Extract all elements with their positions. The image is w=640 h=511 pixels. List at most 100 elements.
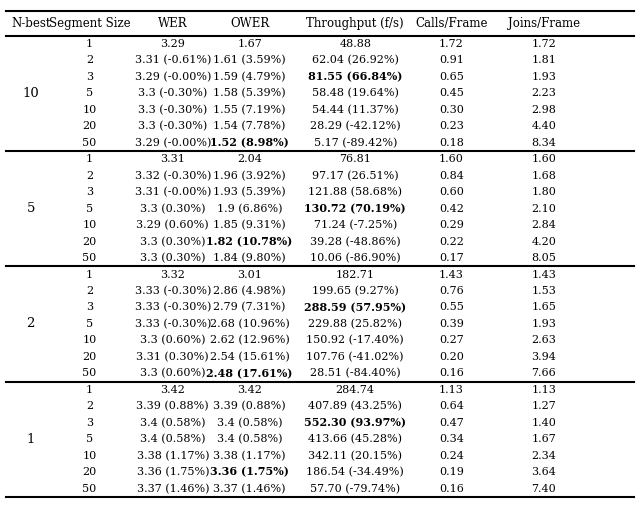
Text: 552.30 (93.97%): 552.30 (93.97%): [304, 417, 406, 428]
Text: 1.60: 1.60: [532, 154, 556, 164]
Text: 2: 2: [86, 56, 93, 65]
Text: 10: 10: [83, 335, 97, 345]
Text: 2.04: 2.04: [237, 154, 262, 164]
Text: 2.86 (4.98%): 2.86 (4.98%): [213, 286, 286, 296]
Text: 0.22: 0.22: [439, 237, 463, 247]
Text: N-best: N-best: [11, 17, 51, 30]
Text: 1.55 (7.19%): 1.55 (7.19%): [213, 105, 286, 115]
Text: 1.9 (6.86%): 1.9 (6.86%): [217, 203, 282, 214]
Text: 1.93: 1.93: [532, 319, 556, 329]
Text: 2: 2: [86, 286, 93, 296]
Text: 3.32: 3.32: [161, 269, 185, 280]
Text: 3.3 (0.30%): 3.3 (0.30%): [140, 203, 205, 214]
Text: 2.23: 2.23: [532, 88, 556, 99]
Text: 62.04 (26.92%): 62.04 (26.92%): [312, 55, 399, 65]
Text: 3.29: 3.29: [161, 39, 185, 49]
Text: 2.48 (17.61%): 2.48 (17.61%): [207, 368, 292, 379]
Text: 1.81: 1.81: [532, 56, 556, 65]
Text: 5: 5: [86, 434, 93, 444]
Text: 1.58 (5.39%): 1.58 (5.39%): [213, 88, 286, 99]
Text: 0.27: 0.27: [439, 335, 463, 345]
Text: 3.4 (0.58%): 3.4 (0.58%): [140, 434, 205, 445]
Text: 20: 20: [83, 467, 97, 477]
Text: 1.54 (7.78%): 1.54 (7.78%): [213, 121, 286, 131]
Text: Joins/Frame: Joins/Frame: [508, 17, 580, 30]
Text: 3.36 (1.75%): 3.36 (1.75%): [210, 467, 289, 478]
Text: 39.28 (-48.86%): 39.28 (-48.86%): [310, 237, 401, 247]
Text: 0.24: 0.24: [439, 451, 463, 461]
Text: 2.98: 2.98: [532, 105, 556, 115]
Text: 413.66 (45.28%): 413.66 (45.28%): [308, 434, 402, 445]
Text: Segment Size: Segment Size: [49, 17, 131, 30]
Text: 3.37 (1.46%): 3.37 (1.46%): [136, 483, 209, 494]
Text: 0.20: 0.20: [439, 352, 463, 362]
Text: 0.65: 0.65: [439, 72, 463, 82]
Text: 58.48 (19.64%): 58.48 (19.64%): [312, 88, 399, 99]
Text: 1: 1: [26, 433, 35, 446]
Text: 20: 20: [83, 237, 97, 247]
Text: 107.76 (-41.02%): 107.76 (-41.02%): [307, 352, 404, 362]
Text: 3.33 (-0.30%): 3.33 (-0.30%): [134, 303, 211, 313]
Text: 50: 50: [83, 138, 97, 148]
Text: 130.72 (70.19%): 130.72 (70.19%): [305, 203, 406, 214]
Text: 2: 2: [26, 317, 35, 331]
Text: 3.3 (-0.30%): 3.3 (-0.30%): [138, 105, 207, 115]
Text: 1.40: 1.40: [532, 418, 556, 428]
Text: WER: WER: [158, 17, 188, 30]
Text: 0.18: 0.18: [439, 138, 463, 148]
Text: 48.88: 48.88: [339, 39, 371, 49]
Text: 3: 3: [86, 418, 93, 428]
Text: 2.79 (7.31%): 2.79 (7.31%): [213, 303, 286, 313]
Text: 7.40: 7.40: [532, 483, 556, 494]
Text: 229.88 (25.82%): 229.88 (25.82%): [308, 319, 402, 329]
Text: 81.55 (66.84%): 81.55 (66.84%): [308, 72, 403, 82]
Text: 2.34: 2.34: [532, 451, 556, 461]
Text: 0.91: 0.91: [439, 56, 463, 65]
Text: 3.3 (-0.30%): 3.3 (-0.30%): [138, 121, 207, 131]
Text: 0.23: 0.23: [439, 121, 463, 131]
Text: 97.17 (26.51%): 97.17 (26.51%): [312, 171, 399, 181]
Text: 0.64: 0.64: [439, 401, 463, 411]
Text: 3.29 (0.60%): 3.29 (0.60%): [136, 220, 209, 230]
Text: 0.34: 0.34: [439, 434, 463, 444]
Text: 28.29 (-42.12%): 28.29 (-42.12%): [310, 121, 401, 131]
Text: 182.71: 182.71: [336, 269, 374, 280]
Text: 1.93: 1.93: [532, 72, 556, 82]
Text: 10: 10: [83, 105, 97, 115]
Text: 1.60: 1.60: [439, 154, 463, 164]
Text: 5: 5: [86, 319, 93, 329]
Text: 2.54 (15.61%): 2.54 (15.61%): [210, 352, 289, 362]
Text: 3.42: 3.42: [161, 385, 185, 395]
Text: 3.39 (0.88%): 3.39 (0.88%): [136, 401, 209, 411]
Text: 150.92 (-17.40%): 150.92 (-17.40%): [307, 335, 404, 345]
Text: Throughput (f/s): Throughput (f/s): [307, 17, 404, 30]
Text: 2.62 (12.96%): 2.62 (12.96%): [210, 335, 289, 345]
Text: 1.52 (8.98%): 1.52 (8.98%): [210, 137, 289, 148]
Text: 0.39: 0.39: [439, 319, 463, 329]
Text: 3.31 (0.30%): 3.31 (0.30%): [136, 352, 209, 362]
Text: 1.43: 1.43: [532, 269, 556, 280]
Text: 2.68 (10.96%): 2.68 (10.96%): [210, 319, 289, 329]
Text: 3.31 (-0.61%): 3.31 (-0.61%): [134, 55, 211, 65]
Text: 407.89 (43.25%): 407.89 (43.25%): [308, 401, 402, 411]
Text: 0.19: 0.19: [439, 467, 463, 477]
Text: 50: 50: [83, 368, 97, 378]
Text: 2: 2: [86, 401, 93, 411]
Text: 2.10: 2.10: [532, 204, 556, 214]
Text: 3.33 (-0.30%): 3.33 (-0.30%): [134, 319, 211, 329]
Text: 5: 5: [86, 88, 93, 99]
Text: 3.31 (-0.00%): 3.31 (-0.00%): [134, 187, 211, 197]
Text: 186.54 (-34.49%): 186.54 (-34.49%): [307, 467, 404, 477]
Text: 5: 5: [86, 204, 93, 214]
Text: 3: 3: [86, 187, 93, 197]
Text: 1.80: 1.80: [532, 187, 556, 197]
Text: 50: 50: [83, 483, 97, 494]
Text: 3.4 (0.58%): 3.4 (0.58%): [140, 417, 205, 428]
Text: 10: 10: [22, 87, 39, 100]
Text: 121.88 (58.68%): 121.88 (58.68%): [308, 187, 402, 197]
Text: 0.60: 0.60: [439, 187, 463, 197]
Text: 3.3 (0.30%): 3.3 (0.30%): [140, 237, 205, 247]
Text: 4.20: 4.20: [532, 237, 556, 247]
Text: 1.84 (9.80%): 1.84 (9.80%): [213, 253, 286, 263]
Text: 0.42: 0.42: [439, 204, 463, 214]
